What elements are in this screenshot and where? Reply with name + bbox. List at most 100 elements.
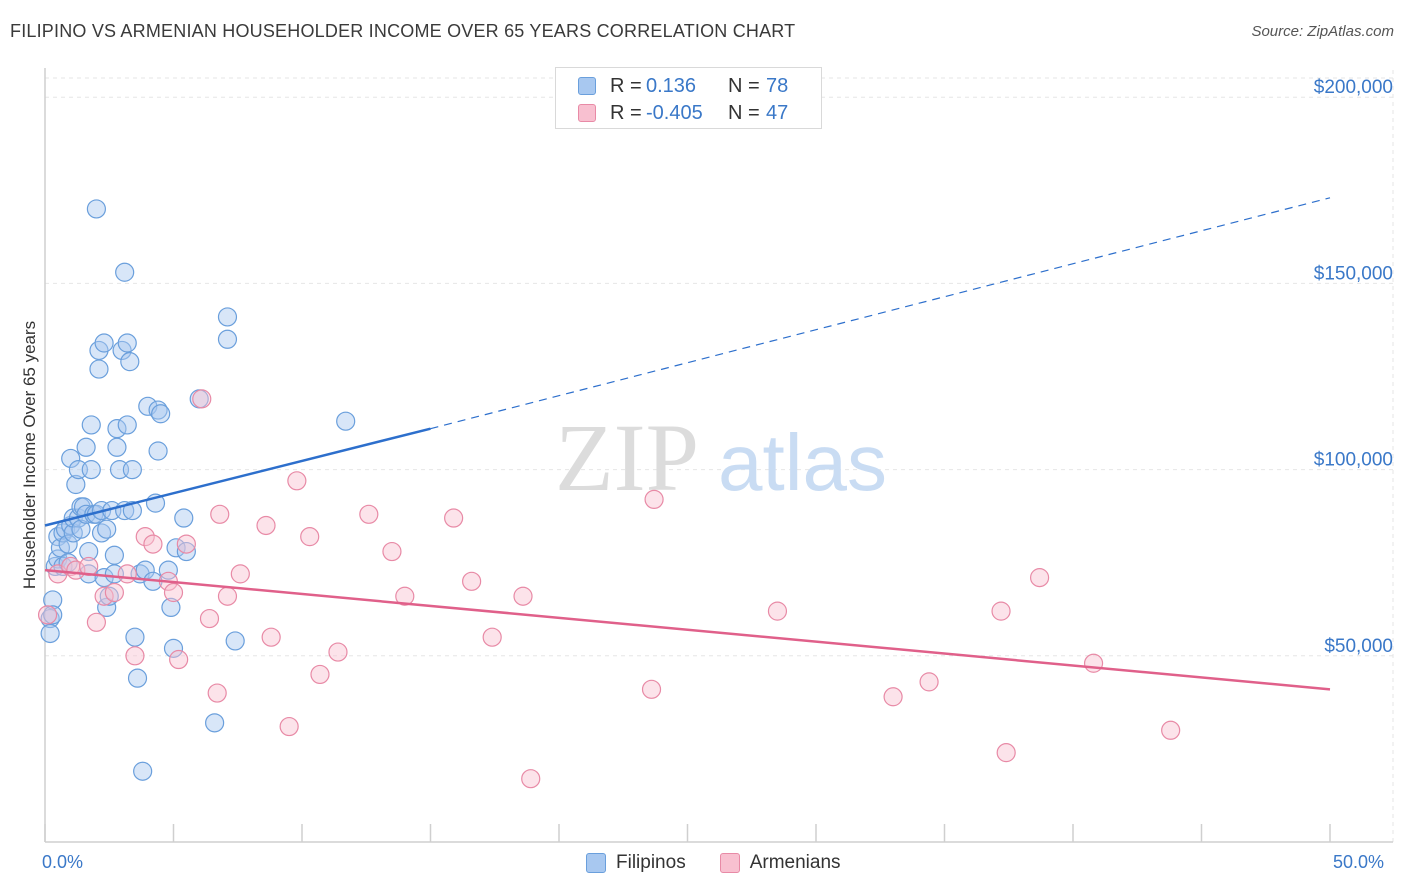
y-tick-label: $50,000 <box>1324 636 1393 657</box>
point-armenians <box>135 527 155 547</box>
point-filipinos <box>48 527 68 547</box>
point-filipinos <box>174 508 194 528</box>
point-filipinos <box>122 500 142 521</box>
point-armenians <box>382 541 402 562</box>
point-filipinos <box>205 713 225 733</box>
point-filipinos <box>58 534 78 554</box>
y-tick-label: $100,000 <box>1314 450 1393 471</box>
legend-n-label: N = <box>728 101 760 124</box>
watermark: ZIP atlas <box>555 404 887 511</box>
point-armenians <box>310 664 330 685</box>
point-filipinos <box>117 333 137 353</box>
legend-n-value: 78 <box>766 74 789 97</box>
point-filipinos <box>40 623 60 644</box>
point-filipinos <box>97 519 117 539</box>
point-filipinos <box>66 474 86 495</box>
point-armenians <box>328 642 348 662</box>
point-filipinos <box>81 460 101 480</box>
legend-n-value: 47 <box>766 101 789 124</box>
point-filipinos <box>43 605 63 625</box>
point-filipinos <box>217 329 238 349</box>
point-armenians <box>94 586 114 606</box>
point-armenians <box>192 389 212 409</box>
legend-label-armenians: Armenians <box>749 852 841 873</box>
point-armenians <box>207 683 227 703</box>
point-filipinos <box>107 437 127 457</box>
point-armenians <box>991 601 1011 621</box>
point-filipinos <box>76 437 96 457</box>
axes <box>44 68 1393 843</box>
point-filipinos <box>81 415 101 435</box>
point-filipinos <box>107 419 127 439</box>
legend-r-value: -0.405 <box>646 101 703 124</box>
point-filipinos <box>43 590 63 610</box>
series-legend: Filipinos Armenians <box>586 852 875 874</box>
point-armenians <box>176 534 196 554</box>
point-filipinos <box>148 441 168 461</box>
point-armenians <box>163 582 184 603</box>
point-armenians <box>521 769 541 789</box>
point-armenians <box>644 489 664 510</box>
source-label: Source: ZipAtlas.com <box>1251 23 1394 40</box>
point-filipinos <box>176 541 196 562</box>
legend-r-label: R = <box>610 74 642 97</box>
point-armenians <box>513 586 533 606</box>
point-filipinos <box>104 545 124 565</box>
point-filipinos <box>336 411 356 431</box>
point-filipinos <box>97 597 117 618</box>
point-armenians <box>996 743 1016 763</box>
point-filipinos <box>120 352 140 372</box>
point-filipinos <box>163 638 184 658</box>
point-armenians <box>395 586 415 606</box>
y-tick-label: $150,000 <box>1314 263 1393 284</box>
trend-filipinos <box>44 427 431 527</box>
legend-row-filipinos: R = 0.136 N = 78 <box>578 73 788 99</box>
point-armenians <box>444 508 464 528</box>
point-armenians <box>641 679 662 699</box>
legend-item-filipinos[interactable]: Filipinos <box>586 852 686 874</box>
point-filipinos <box>91 523 112 543</box>
point-armenians <box>169 649 189 670</box>
point-filipinos <box>125 627 145 647</box>
point-armenians <box>117 564 137 584</box>
point-armenians <box>104 582 124 603</box>
point-armenians <box>883 687 903 707</box>
point-armenians <box>482 627 502 647</box>
watermark-zip: ZIP <box>555 404 699 511</box>
point-filipinos <box>217 307 238 327</box>
trend-lines <box>44 197 1331 691</box>
point-armenians <box>210 504 230 524</box>
chart-title: FILIPINO VS ARMENIAN HOUSEHOLDER INCOME … <box>10 21 796 41</box>
point-armenians <box>217 586 238 606</box>
point-filipinos <box>133 761 153 781</box>
point-armenians <box>462 571 482 591</box>
point-filipinos <box>94 333 114 353</box>
point-filipinos <box>89 359 109 379</box>
point-filipinos <box>161 597 181 618</box>
point-filipinos <box>122 460 142 480</box>
trend-filipinos-projection <box>430 197 1331 430</box>
legend-swatch-filipinos <box>586 853 606 873</box>
point-armenians <box>256 515 276 536</box>
legend-row-armenians: R = -0.405 N = 47 <box>578 100 788 126</box>
legend-item-armenians[interactable]: Armenians <box>719 852 841 874</box>
point-armenians <box>199 608 220 629</box>
point-armenians <box>1029 568 1050 588</box>
x-tick-max: 50.0% <box>1333 852 1385 872</box>
point-filipinos <box>158 560 178 580</box>
point-armenians <box>279 716 299 737</box>
legend-label-filipinos: Filipinos <box>616 852 686 873</box>
point-filipinos <box>117 415 137 435</box>
point-armenians <box>1161 720 1181 740</box>
point-filipinos <box>79 541 99 562</box>
point-filipinos <box>61 448 81 469</box>
legend-swatch-armenians <box>578 104 596 122</box>
trend-armenians <box>44 568 1331 691</box>
stats-legend: R = 0.136 N = 78 R = -0.405 N = 47 <box>555 67 822 129</box>
point-armenians <box>300 527 320 547</box>
point-filipinos <box>127 668 148 688</box>
legend-swatch-armenians <box>719 853 740 873</box>
point-armenians <box>1083 653 1104 673</box>
legend-r-label: R = <box>610 101 642 124</box>
